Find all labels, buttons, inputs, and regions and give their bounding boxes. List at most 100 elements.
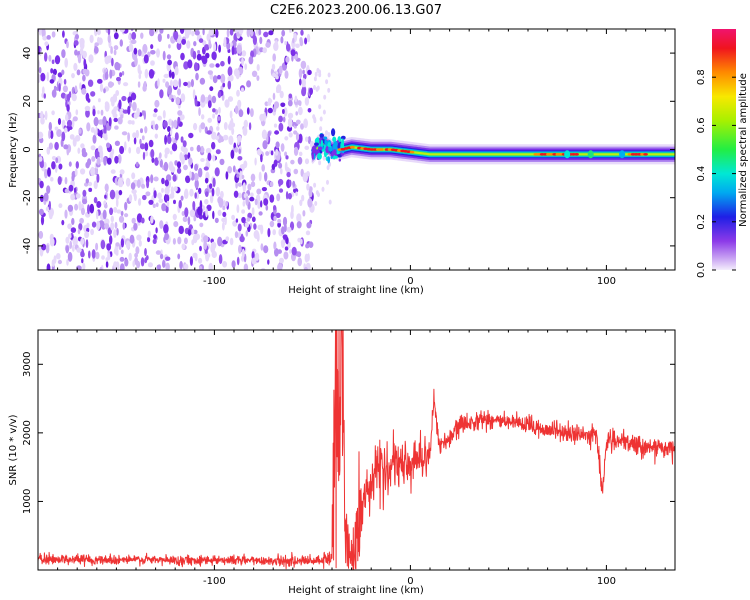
noise-speckle <box>171 120 174 129</box>
noise-speckle <box>149 29 155 37</box>
noise-speckle <box>180 136 184 143</box>
noise-speckle <box>119 145 125 155</box>
noise-speckle <box>225 171 229 180</box>
noise-speckle <box>128 34 131 40</box>
noise-speckle <box>48 200 51 211</box>
noise-speckle <box>264 172 268 182</box>
noise-speckle <box>161 187 164 193</box>
noise-speckle <box>125 177 131 187</box>
noise-speckle <box>304 97 310 106</box>
noise-speckle <box>95 210 99 220</box>
signal-ridge-layer <box>311 128 675 165</box>
noise-speckle <box>289 29 292 33</box>
noise-speckle <box>81 258 84 264</box>
noise-speckle <box>70 93 75 99</box>
noise-speckle <box>302 210 306 217</box>
noise-speckle <box>318 104 322 110</box>
noise-speckle <box>250 29 254 37</box>
noise-speckle <box>46 263 51 270</box>
noise-speckle <box>198 257 203 264</box>
noise-speckle <box>260 200 263 208</box>
noise-speckle <box>162 259 166 268</box>
noise-speckle <box>207 117 212 123</box>
noise-speckle <box>130 39 137 45</box>
noise-speckle <box>141 135 145 141</box>
noise-speckle <box>280 102 286 108</box>
signal-turbulence <box>331 151 334 157</box>
signal-turbulence <box>340 135 346 140</box>
signal-ridge-blotch <box>619 150 626 159</box>
noise-speckle <box>254 252 260 261</box>
noise-speckle <box>223 122 228 130</box>
colorbar-gradient <box>712 29 736 270</box>
noise-speckle <box>51 31 56 38</box>
noise-speckle <box>174 132 179 141</box>
noise-speckle <box>152 120 155 131</box>
noise-speckle <box>135 246 140 255</box>
noise-speckle <box>278 122 284 132</box>
colorbar-tick-label: 0.4 <box>696 166 707 182</box>
noise-speckle <box>275 149 279 156</box>
noise-speckle <box>139 70 142 75</box>
noise-speckle <box>245 195 249 206</box>
noise-speckle <box>253 230 260 239</box>
noise-speckle <box>308 188 313 198</box>
noise-speckle <box>84 105 91 111</box>
noise-speckle <box>47 167 51 177</box>
noise-speckle <box>153 176 159 182</box>
noise-speckle <box>282 116 286 123</box>
noise-speckle <box>58 203 63 209</box>
noise-speckle <box>309 87 313 96</box>
noise-speckle <box>114 155 119 164</box>
spectrogram-y-tick-label: -20 <box>22 190 33 206</box>
noise-speckle <box>82 74 86 82</box>
noise-speckle <box>229 74 234 82</box>
noise-speckle <box>263 245 269 254</box>
noise-speckle <box>165 194 169 202</box>
noise-speckle <box>80 41 83 49</box>
noise-speckle <box>180 114 185 120</box>
noise-speckle <box>272 72 277 78</box>
noise-speckle <box>300 238 303 245</box>
noise-speckle <box>67 251 73 262</box>
noise-speckle <box>40 215 45 226</box>
noise-speckle <box>258 171 262 182</box>
noise-speckle <box>305 243 310 249</box>
noise-speckle <box>44 41 49 47</box>
noise-speckle <box>260 153 263 163</box>
snr-x-label: Height of straight line (km) <box>288 585 424 596</box>
spectrogram-frame <box>37 28 676 271</box>
noise-speckle <box>242 200 246 207</box>
noise-speckle <box>144 126 148 134</box>
snr-y-tick-label: 3000 <box>22 352 33 377</box>
noise-speckle <box>137 81 141 88</box>
noise-speckle <box>70 193 75 201</box>
noise-speckle <box>107 34 111 43</box>
noise-speckle <box>75 161 80 169</box>
noise-speckle <box>226 29 230 38</box>
noise-speckle <box>86 222 90 228</box>
noise-speckle <box>69 134 75 140</box>
noise-speckle <box>69 240 73 249</box>
noise-speckle <box>227 166 233 174</box>
noise-speckle <box>291 54 294 62</box>
noise-speckle <box>131 31 137 40</box>
noise-speckle <box>236 256 240 266</box>
noise-speckle <box>191 30 195 37</box>
noise-speckle <box>227 80 232 90</box>
noise-speckle <box>238 148 241 154</box>
noise-speckle <box>48 142 54 150</box>
noise-speckle <box>236 173 240 178</box>
noise-speckle <box>250 173 256 182</box>
noise-speckle <box>38 208 44 216</box>
noise-speckle <box>132 132 137 139</box>
noise-speckle <box>83 58 87 68</box>
noise-speckle <box>293 146 299 156</box>
noise-speckle <box>314 201 318 206</box>
noise-speckle <box>131 120 135 125</box>
noise-speckle <box>229 29 234 36</box>
noise-speckle <box>300 60 307 70</box>
noise-speckle <box>144 68 149 79</box>
noise-speckle <box>284 246 289 251</box>
